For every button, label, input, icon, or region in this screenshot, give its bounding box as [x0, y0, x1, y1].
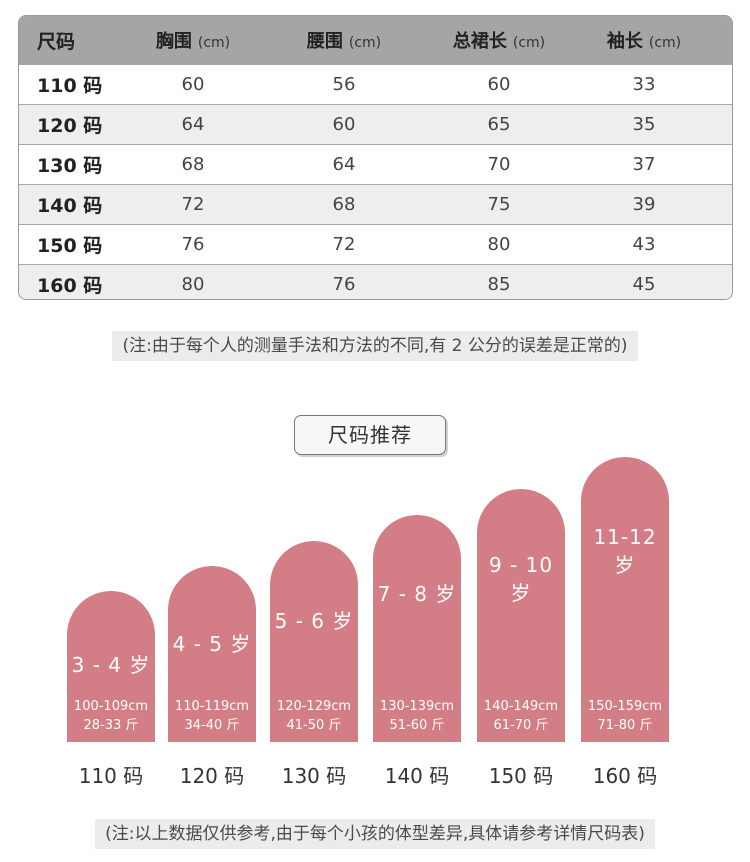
row-waist: 56 — [332, 74, 356, 95]
header-dress-length: 总裙长 (cm) — [452, 31, 546, 52]
weight-range: 71-80 斤 — [597, 718, 653, 733]
header-chest: 胸围 (cm) — [155, 31, 231, 52]
header-sleeve: 袖长 (cm) — [606, 31, 682, 52]
age-range: 5 - 6 岁 — [274, 609, 354, 633]
recommend-card-110: 3 - 4 岁 100-109cm 28-33 斤 — [67, 591, 155, 742]
row-waist: 76 — [332, 274, 356, 295]
age-range: 3 - 4 岁 — [71, 653, 151, 677]
size-label: 150 码 — [488, 764, 554, 788]
age-range: 9 - 10 岁 — [488, 553, 554, 605]
row-size: 110 码 — [37, 75, 103, 97]
row-sleeve: 43 — [632, 234, 656, 255]
age-range: 4 - 5 岁 — [172, 632, 252, 656]
age-range: 7 - 8 岁 — [377, 582, 457, 606]
height-range: 140-149cm — [483, 699, 559, 714]
size-label: 140 码 — [384, 764, 450, 788]
row-sleeve: 45 — [632, 274, 656, 295]
size-label: 120 码 — [179, 764, 245, 788]
size-label: 160 码 — [592, 764, 658, 788]
measurement-note: (注:由于每个人的测量手法和方法的不同,有 2 公分的误差是正常的) — [0, 331, 750, 361]
row-size: 160 码 — [37, 275, 103, 297]
row-waist: 64 — [332, 154, 356, 175]
row-dress-length: 75 — [487, 194, 511, 215]
row-dress-length: 80 — [487, 234, 511, 255]
weight-range: 28-33 斤 — [83, 718, 139, 733]
table-row: 150 码 76 72 80 43 — [19, 224, 732, 264]
recommend-title: 尺码推荐 — [294, 415, 446, 455]
size-label: 110 码 — [78, 764, 144, 788]
table-row: 130 码 68 64 70 37 — [19, 144, 732, 184]
row-sleeve: 39 — [632, 194, 656, 215]
weight-range: 34-40 斤 — [184, 718, 240, 733]
recommend-card-130: 5 - 6 岁 120-129cm 41-50 斤 — [270, 541, 358, 742]
row-sleeve: 37 — [632, 154, 656, 175]
row-chest: 60 — [181, 74, 205, 95]
height-range: 110-119cm — [174, 699, 250, 714]
header-waist: 腰围 (cm) — [306, 31, 382, 52]
weight-range: 41-50 斤 — [286, 718, 342, 733]
row-waist: 68 — [332, 194, 356, 215]
row-size: 140 码 — [37, 195, 103, 217]
recommend-card-140: 7 - 8 岁 130-139cm 51-60 斤 — [373, 515, 461, 742]
height-range: 130-139cm — [379, 699, 455, 714]
table-header: 尺码 胸围 (cm) 腰围 (cm) 总裙长 (cm) 袖长 (cm) — [19, 16, 732, 64]
table-row: 120 码 64 60 65 35 — [19, 104, 732, 144]
recommend-card-120: 4 - 5 岁 110-119cm 34-40 斤 — [168, 566, 256, 742]
height-range: 100-109cm — [73, 699, 149, 714]
size-label: 130 码 — [281, 764, 347, 788]
row-waist: 72 — [332, 234, 356, 255]
row-size: 120 码 — [37, 115, 103, 137]
row-chest: 72 — [181, 194, 205, 215]
recommend-card-160: 11-12 岁 150-159cm 71-80 斤 — [581, 457, 669, 742]
row-waist: 60 — [332, 114, 356, 135]
recommend-card-150: 9 - 10 岁 140-149cm 61-70 斤 — [477, 489, 565, 742]
header-size: 尺码 — [37, 30, 76, 53]
size-table: 尺码 胸围 (cm) 腰围 (cm) 总裙长 (cm) 袖长 (cm) 110 码 60… — [18, 15, 733, 300]
height-range: 120-129cm — [276, 699, 352, 714]
row-sleeve: 33 — [632, 74, 656, 95]
row-dress-length: 65 — [487, 114, 511, 135]
row-chest: 76 — [181, 234, 205, 255]
row-dress-length: 60 — [487, 74, 511, 95]
row-chest: 64 — [181, 114, 205, 135]
row-dress-length: 70 — [487, 154, 511, 175]
row-dress-length: 85 — [487, 274, 511, 295]
weight-range: 61-70 斤 — [493, 718, 549, 733]
row-chest: 80 — [181, 274, 205, 295]
row-sleeve: 35 — [632, 114, 656, 135]
height-range: 150-159cm — [587, 699, 663, 714]
weight-range: 51-60 斤 — [389, 718, 445, 733]
row-size: 130 码 — [37, 155, 103, 177]
age-range: 11-12 岁 — [593, 525, 657, 577]
row-chest: 68 — [181, 154, 205, 175]
table-row: 160 码 80 76 85 45 — [19, 264, 732, 299]
table-row: 140 码 72 68 75 39 — [19, 184, 732, 224]
table-row: 110 码 60 56 60 33 — [19, 64, 732, 104]
row-size: 150 码 — [37, 235, 103, 257]
reference-note: (注:以上数据仅供参考,由于每个小孩的体型差异,具体请参考详情尺码表) — [0, 819, 750, 849]
